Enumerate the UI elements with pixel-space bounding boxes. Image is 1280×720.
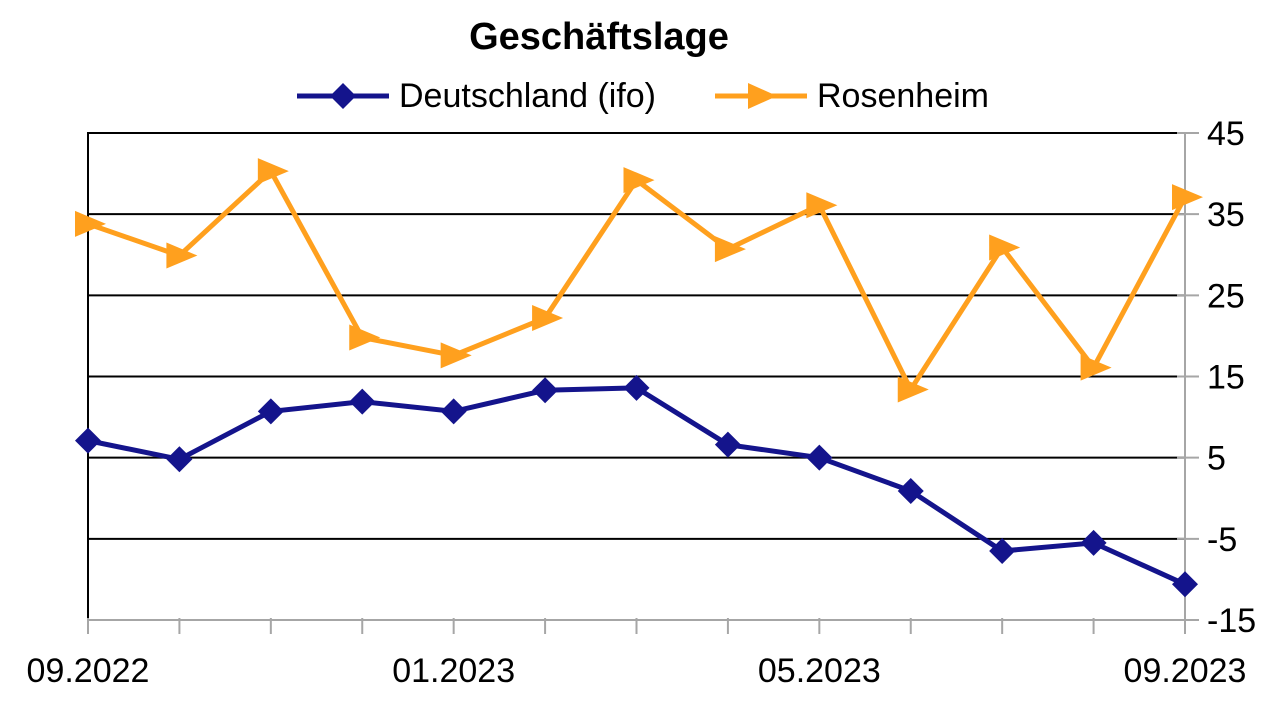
series-marker-diamond bbox=[166, 446, 193, 473]
series-marker-triangle-right bbox=[1080, 354, 1112, 381]
series-marker-triangle-right bbox=[897, 376, 929, 403]
series-marker-triangle-right bbox=[806, 192, 838, 219]
series-marker-diamond bbox=[440, 398, 467, 425]
series-marker-diamond bbox=[714, 431, 741, 458]
x-axis-label: 01.2023 bbox=[392, 652, 515, 690]
series-line bbox=[87, 385, 1187, 587]
series-marker-diamond bbox=[989, 538, 1016, 565]
legend-label-deutschland: Deutschland (ifo) bbox=[399, 76, 657, 115]
series-marker-triangle-right bbox=[989, 234, 1021, 261]
series-marker-diamond bbox=[623, 374, 650, 401]
series-marker-triangle-right bbox=[75, 210, 106, 237]
series-marker-triangle-right bbox=[166, 242, 198, 269]
series-marker-diamond bbox=[806, 444, 833, 471]
series-marker-triangle-right bbox=[440, 342, 472, 369]
series-marker-diamond bbox=[1080, 529, 1107, 556]
y-axis-label: -5 bbox=[1207, 521, 1237, 559]
series-marker-diamond bbox=[1172, 571, 1198, 598]
y-axis-label: 25 bbox=[1207, 277, 1245, 315]
legend-label-rosenheim: Rosenheim bbox=[817, 76, 989, 115]
series-marker-triangle-right bbox=[714, 236, 746, 263]
y-axis-label: 15 bbox=[1207, 359, 1245, 397]
y-axis-label: -15 bbox=[1207, 602, 1256, 640]
triangle-right-icon bbox=[715, 83, 807, 109]
y-axis-label: 45 bbox=[1207, 115, 1245, 153]
series-line bbox=[87, 167, 1188, 395]
series-marker-triangle-right bbox=[532, 305, 564, 332]
series-marker-triangle-right bbox=[349, 324, 381, 351]
x-axis-label: 05.2023 bbox=[758, 652, 881, 690]
series-marker-triangle-right bbox=[623, 167, 655, 194]
series-marker-diamond bbox=[897, 477, 924, 504]
series-marker-diamond bbox=[532, 377, 559, 404]
y-axis-label: 5 bbox=[1207, 440, 1226, 478]
legend-item-rosenheim: Rosenheim bbox=[715, 75, 989, 117]
x-axis-label: 09.2022 bbox=[27, 652, 150, 690]
legend-item-deutschland: Deutschland (ifo) bbox=[297, 75, 656, 117]
diamond-icon bbox=[297, 83, 389, 109]
series-marker-diamond bbox=[75, 427, 101, 454]
x-axis-label: 09.2023 bbox=[1124, 652, 1247, 690]
series-marker-diamond bbox=[257, 398, 284, 425]
legend: Deutschland (ifo) Rosenheim bbox=[0, 75, 1280, 117]
y-axis-label: 35 bbox=[1207, 196, 1245, 234]
series-marker-triangle-right bbox=[257, 158, 289, 185]
series-marker-triangle-right bbox=[1172, 184, 1203, 211]
series-marker-diamond bbox=[349, 388, 376, 415]
chart-title: Geschäftslage bbox=[469, 16, 729, 58]
